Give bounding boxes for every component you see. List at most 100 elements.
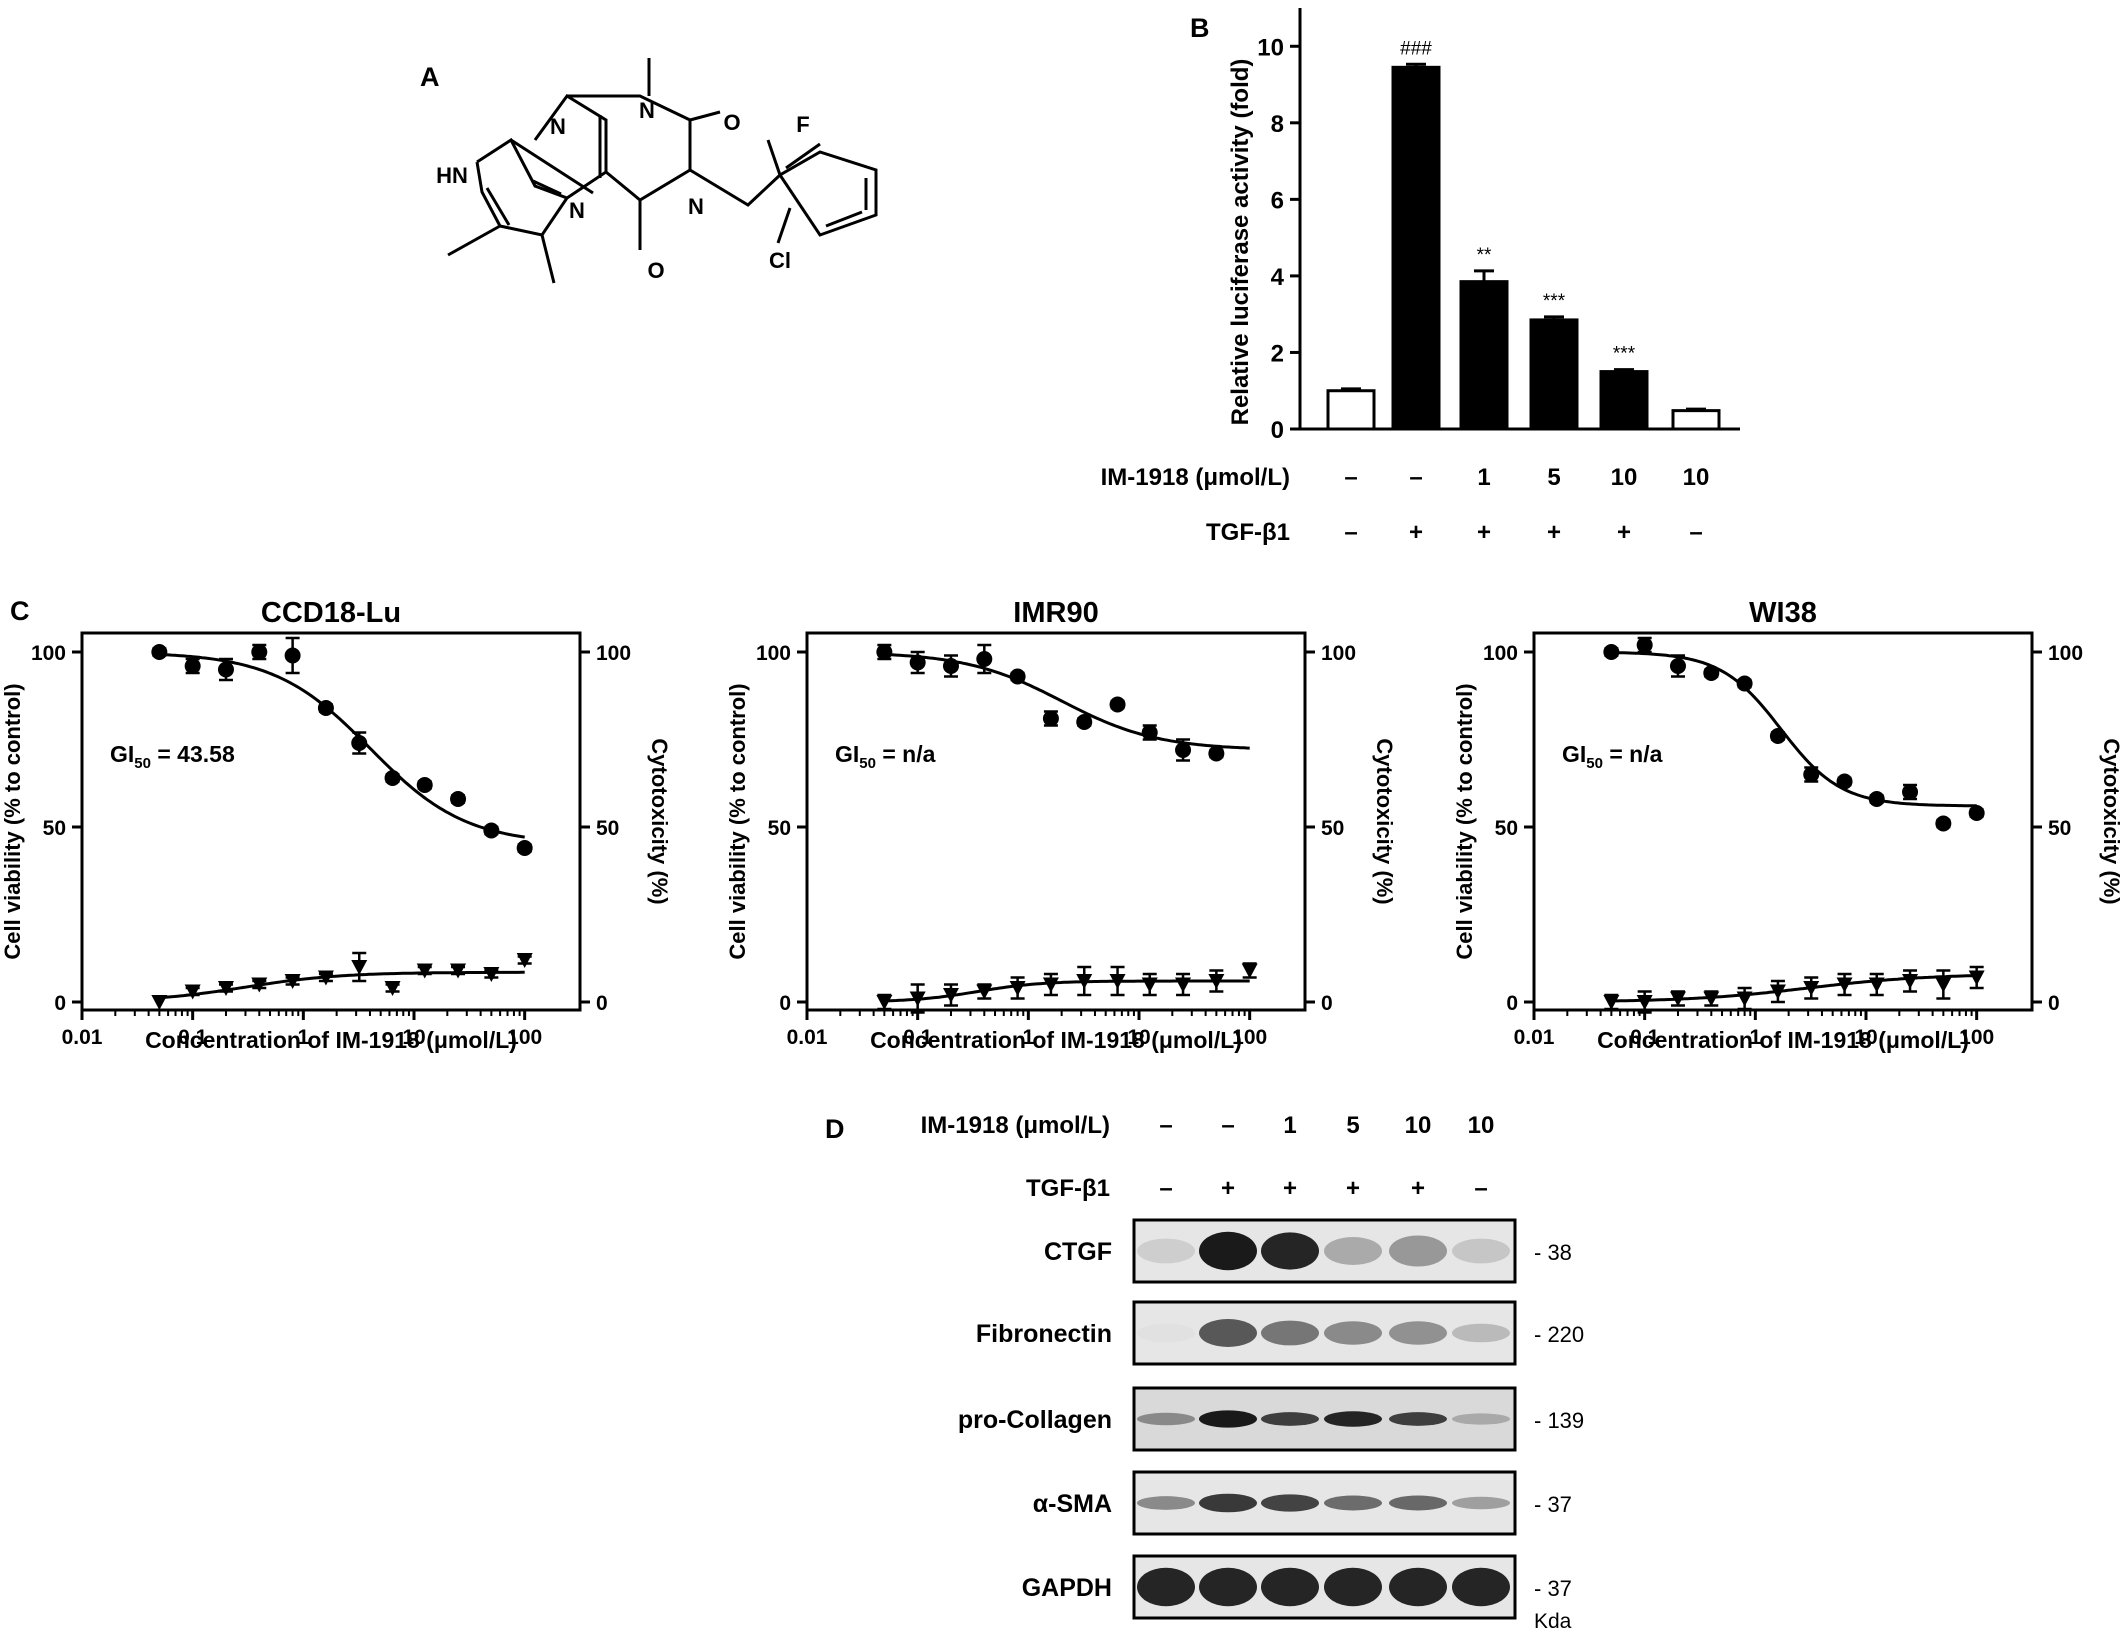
d-band — [1324, 1321, 1382, 1345]
d-band — [1137, 1412, 1195, 1426]
atom-n3: N — [569, 198, 585, 223]
c-fit-curve-cytotoxicity — [884, 979, 1250, 1003]
d-band — [1137, 1238, 1195, 1264]
c-viability-point — [1868, 791, 1885, 807]
b-y-tick-label: 6 — [1271, 187, 1284, 214]
c-x-tick-label: 0.1 — [1630, 1026, 1660, 1049]
c-cytotoxicity-point — [217, 981, 234, 996]
c-cytotoxicity-point — [351, 960, 368, 975]
b-bar — [1459, 280, 1509, 431]
c-y-axis-label-right: Cytotoxicity (%) — [2099, 738, 2124, 904]
b-y-tick-label: 4 — [1271, 264, 1285, 291]
atom-hn: HN — [436, 163, 468, 188]
d-blot-ctgf: CTGF - 38 — [1044, 1218, 1572, 1284]
c-x-tick-label: 100 — [1232, 1026, 1267, 1049]
panel-b-bar-chart: B Relative luciferase activity (fold) 0 2… — [1101, 8, 1740, 546]
c-cytotoxicity-point — [416, 963, 433, 979]
c-cytotoxicity-point — [1669, 991, 1686, 1007]
c-gi50-annotation: GI50 = n/a — [1562, 741, 1663, 772]
c-viability-point — [1042, 710, 1059, 727]
c-x-tick-label: 1 — [1022, 1026, 1034, 1049]
atom-o2: O — [647, 258, 664, 283]
c-cytotoxicity-point — [976, 984, 993, 1000]
d-tgf-value: + — [1221, 1175, 1235, 1202]
c-viability-point — [1009, 668, 1026, 685]
c-x-tick-label: 0.01 — [62, 1026, 103, 1049]
c-chart-title: WI38 — [1749, 597, 1817, 629]
b-im1918-value: 5 — [1547, 464, 1560, 491]
c-cytotoxicity-point — [1141, 977, 1158, 993]
c-y-axis-label-left: Cell viability (% to control) — [0, 683, 25, 959]
c-cytotoxicity-point — [1208, 974, 1225, 989]
c-x-tick-label: 100 — [1959, 1026, 1994, 1049]
atom-n4: N — [688, 194, 704, 219]
c-gi50-subscript: 50 — [1586, 755, 1603, 772]
c-viability-point — [909, 654, 926, 671]
c-cytotoxicity-point — [876, 995, 893, 1010]
c-y-tick-label-right: 50 — [596, 817, 619, 840]
c-viability-point — [1836, 773, 1853, 790]
c-gi50-annotation: GI50 = n/a — [835, 741, 936, 772]
c-cytotoxicity-point — [516, 953, 533, 968]
c-y-tick-label-left: 50 — [43, 817, 66, 840]
d-im1918-value: 10 — [1468, 1112, 1495, 1139]
c-gi50-prefix: GI — [110, 741, 134, 767]
b-significance-label: ### — [1400, 38, 1432, 59]
c-viability-point — [1208, 745, 1225, 762]
c-x-tick-label: 10 — [1127, 1026, 1150, 1049]
d-band — [1199, 1319, 1257, 1347]
b-bar — [1391, 65, 1441, 431]
d-band — [1261, 1232, 1319, 1270]
c-chart-ccd18-lu: CCD18-Lu 0.01 0.1 1 10 100 0 0 50 50 100 100 Cell vi… — [0, 597, 672, 1053]
c-y-tick-label-right: 100 — [596, 642, 631, 665]
d-band — [1324, 1495, 1382, 1511]
c-y-tick-label-right: 50 — [2048, 817, 2071, 840]
c-gi50-subscript: 50 — [134, 755, 151, 772]
c-cytotoxicity-point — [942, 988, 959, 1003]
c-y-tick-label-left: 0 — [1506, 992, 1518, 1015]
c-cytotoxicity-point — [1769, 984, 1786, 1000]
c-viability-point — [251, 644, 268, 660]
c-gi50-value: = 43.58 — [151, 741, 235, 767]
c-cytotoxicity-point — [1636, 995, 1653, 1010]
b-tgf-label: TGF-β1 — [1206, 519, 1290, 546]
c-x-tick-label: 10 — [1854, 1026, 1877, 1049]
c-gi50-value: = n/a — [1603, 741, 1663, 767]
d-im1918-value: – — [1221, 1112, 1234, 1139]
c-y-tick-label-left: 100 — [1483, 642, 1518, 665]
c-y-tick-label-right: 50 — [1321, 817, 1344, 840]
c-cytotoxicity-point — [1009, 981, 1026, 996]
d-band — [1324, 1237, 1382, 1265]
c-viability-point — [1902, 784, 1919, 800]
b-tgf-value: – — [1344, 519, 1357, 546]
c-cytotoxicity-point — [1836, 977, 1853, 993]
d-blot-label: CTGF — [1044, 1238, 1112, 1266]
b-significance-label: *** — [1613, 344, 1636, 365]
c-x-tick-label: 10 — [402, 1026, 425, 1049]
d-band — [1199, 1231, 1257, 1271]
c-x-tick-label: 100 — [507, 1026, 542, 1049]
d-blot-label: pro-Collagen — [958, 1406, 1112, 1434]
d-im1918-value: 1 — [1283, 1112, 1296, 1139]
b-im1918-value: 10 — [1611, 464, 1638, 491]
c-plot-frame — [805, 631, 1307, 1012]
c-y-tick-label-left: 0 — [54, 992, 66, 1015]
d-band — [1389, 1495, 1447, 1511]
c-fit-curve-cytotoxicity — [159, 970, 525, 1000]
b-bar — [1529, 318, 1579, 431]
c-fit-curve-viability — [884, 652, 1250, 750]
b-im1918-value: 10 — [1683, 464, 1710, 491]
c-cytotoxicity-point — [317, 970, 334, 986]
b-bar — [1599, 370, 1649, 431]
c-y-tick-label-left: 50 — [1495, 817, 1518, 840]
d-band — [1389, 1235, 1447, 1267]
c-gi50-prefix: GI — [835, 741, 859, 767]
c-cytotoxicity-point — [1868, 977, 1885, 993]
d-blot-gapdh: GAPDH - 37 — [1022, 1554, 1572, 1620]
d-im1918-value: 5 — [1346, 1112, 1359, 1139]
d-band — [1137, 1496, 1195, 1510]
c-fit-curve-viability — [1611, 651, 1977, 808]
c-viability-point — [516, 840, 533, 856]
c-y-tick-label-right: 100 — [2048, 642, 2083, 665]
d-band — [1199, 1567, 1257, 1607]
